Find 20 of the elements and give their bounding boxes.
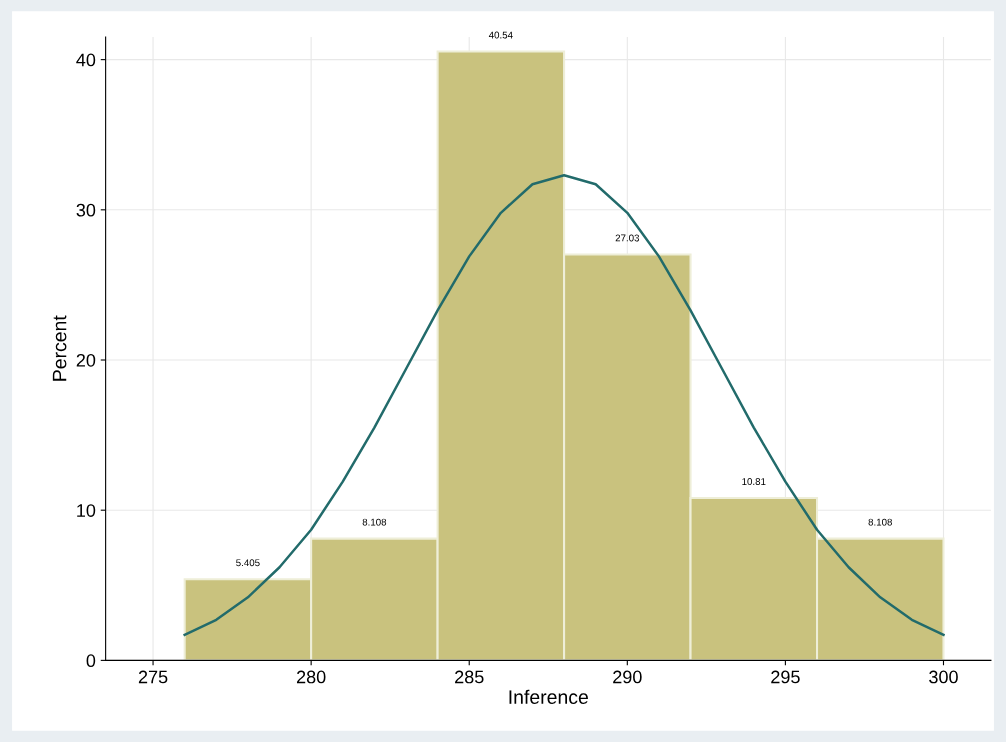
y-tick-label: 20 — [76, 353, 96, 367]
data-label: 5.405 — [236, 559, 260, 567]
x-tick-label: 295 — [771, 670, 800, 684]
x-tick-label: 300 — [929, 670, 958, 684]
x-tick-label: 275 — [138, 670, 168, 684]
x-axis-title: Inference — [509, 689, 588, 704]
data-label: 27.03 — [615, 234, 640, 242]
x-tick-label: 290 — [613, 670, 642, 684]
data-label: 8.108 — [868, 518, 892, 526]
y-tick-label: 40 — [76, 53, 96, 67]
data-label: 8.108 — [362, 518, 387, 526]
y-axis-title: Percent — [52, 315, 67, 381]
y-tick-label: 0 — [86, 654, 96, 668]
line-series — [183, 174, 945, 637]
data-label: 10.81 — [742, 478, 766, 485]
y-tick-label: 10 — [77, 504, 96, 517]
y-tick-label: 30 — [76, 203, 96, 217]
x-tick-label: 280 — [296, 670, 326, 684]
data-label: 40.54 — [488, 31, 513, 39]
x-tick-label: 285 — [455, 670, 484, 684]
